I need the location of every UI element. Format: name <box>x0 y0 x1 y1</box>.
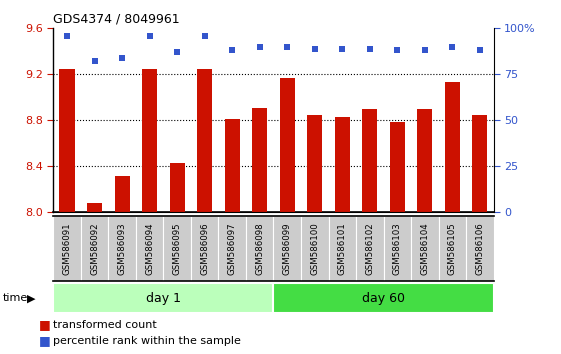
Text: GSM586098: GSM586098 <box>255 222 264 275</box>
Bar <box>417 109 433 212</box>
Bar <box>356 216 384 281</box>
Point <box>448 44 457 50</box>
Bar <box>87 203 102 212</box>
Bar <box>362 109 378 212</box>
Bar <box>411 216 439 281</box>
Point <box>310 46 319 51</box>
Text: GSM586092: GSM586092 <box>90 222 99 275</box>
Bar <box>114 176 130 212</box>
Text: GSM586095: GSM586095 <box>173 222 182 275</box>
Point <box>365 46 374 51</box>
Text: GSM586094: GSM586094 <box>145 222 154 275</box>
Point <box>283 44 292 50</box>
Bar <box>163 216 191 281</box>
Text: GSM586096: GSM586096 <box>200 222 209 275</box>
Bar <box>142 69 157 212</box>
Text: GSM586104: GSM586104 <box>420 222 429 275</box>
Bar <box>273 283 494 313</box>
Point <box>90 59 99 64</box>
Bar <box>335 117 350 212</box>
Point <box>173 50 182 55</box>
Point <box>420 47 429 53</box>
Bar <box>439 216 466 281</box>
Point <box>228 47 237 53</box>
Point <box>255 44 264 50</box>
Bar <box>466 216 494 281</box>
Point <box>338 46 347 51</box>
Bar <box>218 216 246 281</box>
Text: transformed count: transformed count <box>53 320 157 330</box>
Point <box>393 47 402 53</box>
Bar <box>390 121 405 212</box>
Bar <box>445 82 460 212</box>
Text: GSM586102: GSM586102 <box>365 222 374 275</box>
Bar <box>108 216 136 281</box>
Point <box>118 55 127 61</box>
Bar <box>53 283 274 313</box>
Text: day 1: day 1 <box>146 292 181 305</box>
Text: GSM586100: GSM586100 <box>310 222 319 275</box>
Text: ■: ■ <box>39 319 51 331</box>
Text: GSM586103: GSM586103 <box>393 222 402 275</box>
Bar <box>136 216 163 281</box>
Bar <box>329 216 356 281</box>
Text: time: time <box>3 293 28 303</box>
Text: ■: ■ <box>39 334 51 347</box>
Bar <box>246 216 274 281</box>
Bar <box>280 78 295 212</box>
Text: GSM586091: GSM586091 <box>63 222 72 275</box>
Point <box>475 47 484 53</box>
Bar <box>307 115 323 212</box>
Text: GSM586099: GSM586099 <box>283 222 292 275</box>
Bar <box>384 216 411 281</box>
Bar <box>191 216 218 281</box>
Text: percentile rank within the sample: percentile rank within the sample <box>53 336 241 346</box>
Text: GSM586101: GSM586101 <box>338 222 347 275</box>
Bar <box>224 119 240 212</box>
Point <box>145 33 154 39</box>
Bar <box>59 69 75 212</box>
Text: GDS4374 / 8049961: GDS4374 / 8049961 <box>53 13 180 26</box>
Text: GSM586105: GSM586105 <box>448 222 457 275</box>
Text: ▶: ▶ <box>27 293 35 303</box>
Bar <box>197 69 212 212</box>
Bar <box>301 216 329 281</box>
Bar <box>53 216 81 281</box>
Point <box>63 33 72 39</box>
Point <box>200 33 209 39</box>
Text: GSM586093: GSM586093 <box>118 222 127 275</box>
Bar <box>81 216 108 281</box>
Text: day 60: day 60 <box>362 292 405 305</box>
Bar <box>252 108 267 212</box>
Text: GSM586097: GSM586097 <box>228 222 237 275</box>
Text: GSM586106: GSM586106 <box>475 222 484 275</box>
Bar <box>169 163 185 212</box>
Bar <box>273 216 301 281</box>
Bar <box>472 115 488 212</box>
